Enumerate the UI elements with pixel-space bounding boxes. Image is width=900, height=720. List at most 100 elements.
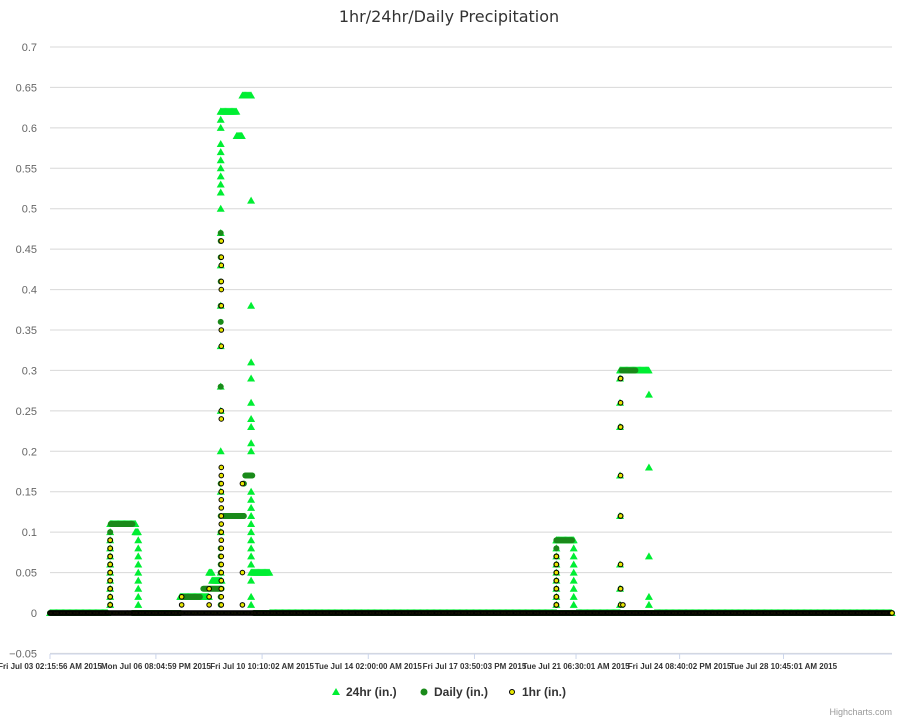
1hr-point[interactable] [218, 286, 225, 293]
1hr-point[interactable] [107, 561, 113, 568]
24hr-point[interactable] [247, 544, 256, 552]
1hr-point[interactable] [218, 488, 225, 495]
daily-point[interactable] [129, 521, 136, 528]
24hr-point[interactable] [247, 528, 256, 536]
1hr-point[interactable] [218, 327, 225, 333]
1hr-point[interactable] [107, 553, 113, 560]
1hr-point[interactable] [218, 577, 225, 584]
daily-point[interactable] [217, 229, 224, 236]
24hr-point[interactable] [247, 439, 256, 447]
24hr-point[interactable] [232, 107, 241, 115]
1hr-point[interactable] [553, 585, 560, 592]
24hr-point[interactable] [247, 447, 256, 455]
1hr-point[interactable] [218, 569, 225, 576]
1hr-point[interactable] [218, 302, 225, 309]
24hr-point[interactable] [134, 576, 143, 584]
legend-item[interactable]: 1hr (in.) [509, 685, 567, 699]
1hr-point[interactable] [218, 480, 225, 487]
1hr-point[interactable] [239, 602, 246, 608]
1hr-point[interactable] [218, 254, 225, 261]
1hr-point[interactable] [218, 553, 225, 560]
1hr-point[interactable] [178, 594, 185, 600]
1hr-point[interactable] [206, 594, 212, 600]
24hr-point[interactable] [569, 544, 578, 552]
1hr-point[interactable] [617, 561, 624, 568]
24hr-point[interactable] [216, 188, 225, 196]
1hr-point[interactable] [107, 594, 113, 600]
24hr-point[interactable] [247, 560, 256, 568]
1hr-point[interactable] [553, 553, 560, 560]
24hr-point[interactable] [644, 600, 653, 608]
1hr-point[interactable] [107, 537, 113, 544]
1hr-point[interactable] [218, 408, 225, 414]
1hr-point[interactable] [218, 238, 225, 244]
24hr-point[interactable] [247, 414, 256, 422]
24hr-point[interactable] [569, 552, 578, 560]
1hr-point[interactable] [218, 529, 225, 535]
daily-point[interactable] [568, 537, 575, 544]
daily-point[interactable] [249, 472, 256, 479]
1hr-point[interactable] [553, 594, 560, 600]
24hr-point[interactable] [247, 536, 256, 544]
24hr-point[interactable] [569, 592, 578, 600]
1hr-point[interactable] [218, 594, 225, 600]
1hr-point[interactable] [218, 472, 225, 479]
24hr-point[interactable] [216, 164, 225, 172]
24hr-point[interactable] [134, 584, 143, 592]
1hr-point[interactable] [218, 497, 225, 503]
1hr-point[interactable] [107, 545, 113, 552]
1hr-point[interactable] [107, 569, 113, 576]
24hr-point[interactable] [247, 552, 256, 560]
1hr-point[interactable] [889, 610, 895, 616]
1hr-point[interactable] [218, 505, 225, 511]
24hr-point[interactable] [247, 398, 256, 406]
24hr-point[interactable] [644, 390, 653, 398]
1hr-point[interactable] [218, 464, 225, 471]
24hr-point[interactable] [134, 568, 143, 576]
24hr-point[interactable] [247, 511, 256, 519]
24hr-point[interactable] [247, 503, 256, 511]
24hr-point[interactable] [247, 600, 256, 608]
1hr-point[interactable] [218, 262, 225, 269]
24hr-point[interactable] [569, 584, 578, 592]
1hr-point[interactable] [239, 480, 246, 487]
24hr-point[interactable] [265, 568, 274, 576]
24hr-point[interactable] [216, 115, 225, 123]
24hr-point[interactable] [569, 576, 578, 584]
1hr-point[interactable] [553, 561, 560, 568]
1hr-point[interactable] [206, 602, 212, 608]
legend-item[interactable]: Daily (in.) [420, 685, 489, 699]
24hr-point[interactable] [247, 423, 256, 431]
24hr-point[interactable] [247, 487, 256, 495]
24hr-point[interactable] [216, 148, 225, 156]
24hr-point[interactable] [216, 140, 225, 148]
24hr-point[interactable] [134, 552, 143, 560]
daily-point[interactable] [196, 593, 203, 600]
24hr-point[interactable] [247, 520, 256, 528]
1hr-point[interactable] [553, 602, 560, 608]
24hr-point[interactable] [134, 600, 143, 608]
24hr-point[interactable] [216, 204, 225, 212]
24hr-point[interactable] [207, 568, 216, 576]
daily-point[interactable] [632, 367, 639, 374]
24hr-point[interactable] [247, 374, 256, 382]
1hr-point[interactable] [218, 545, 225, 552]
1hr-point[interactable] [218, 602, 225, 608]
1hr-point[interactable] [617, 375, 624, 382]
1hr-point[interactable] [218, 416, 225, 422]
1hr-point[interactable] [617, 472, 624, 479]
1hr-point[interactable] [218, 521, 225, 527]
24hr-point[interactable] [644, 592, 653, 600]
24hr-point[interactable] [569, 600, 578, 608]
daily-point[interactable] [217, 318, 224, 325]
24hr-point[interactable] [237, 131, 246, 139]
24hr-point[interactable] [644, 463, 653, 471]
daily-point[interactable] [107, 529, 114, 536]
24hr-point[interactable] [247, 91, 256, 99]
1hr-point[interactable] [178, 602, 185, 608]
1hr-point[interactable] [218, 278, 225, 285]
1hr-point[interactable] [218, 513, 225, 519]
24hr-point[interactable] [216, 107, 225, 115]
1hr-point[interactable] [553, 569, 560, 576]
24hr-point[interactable] [134, 560, 143, 568]
